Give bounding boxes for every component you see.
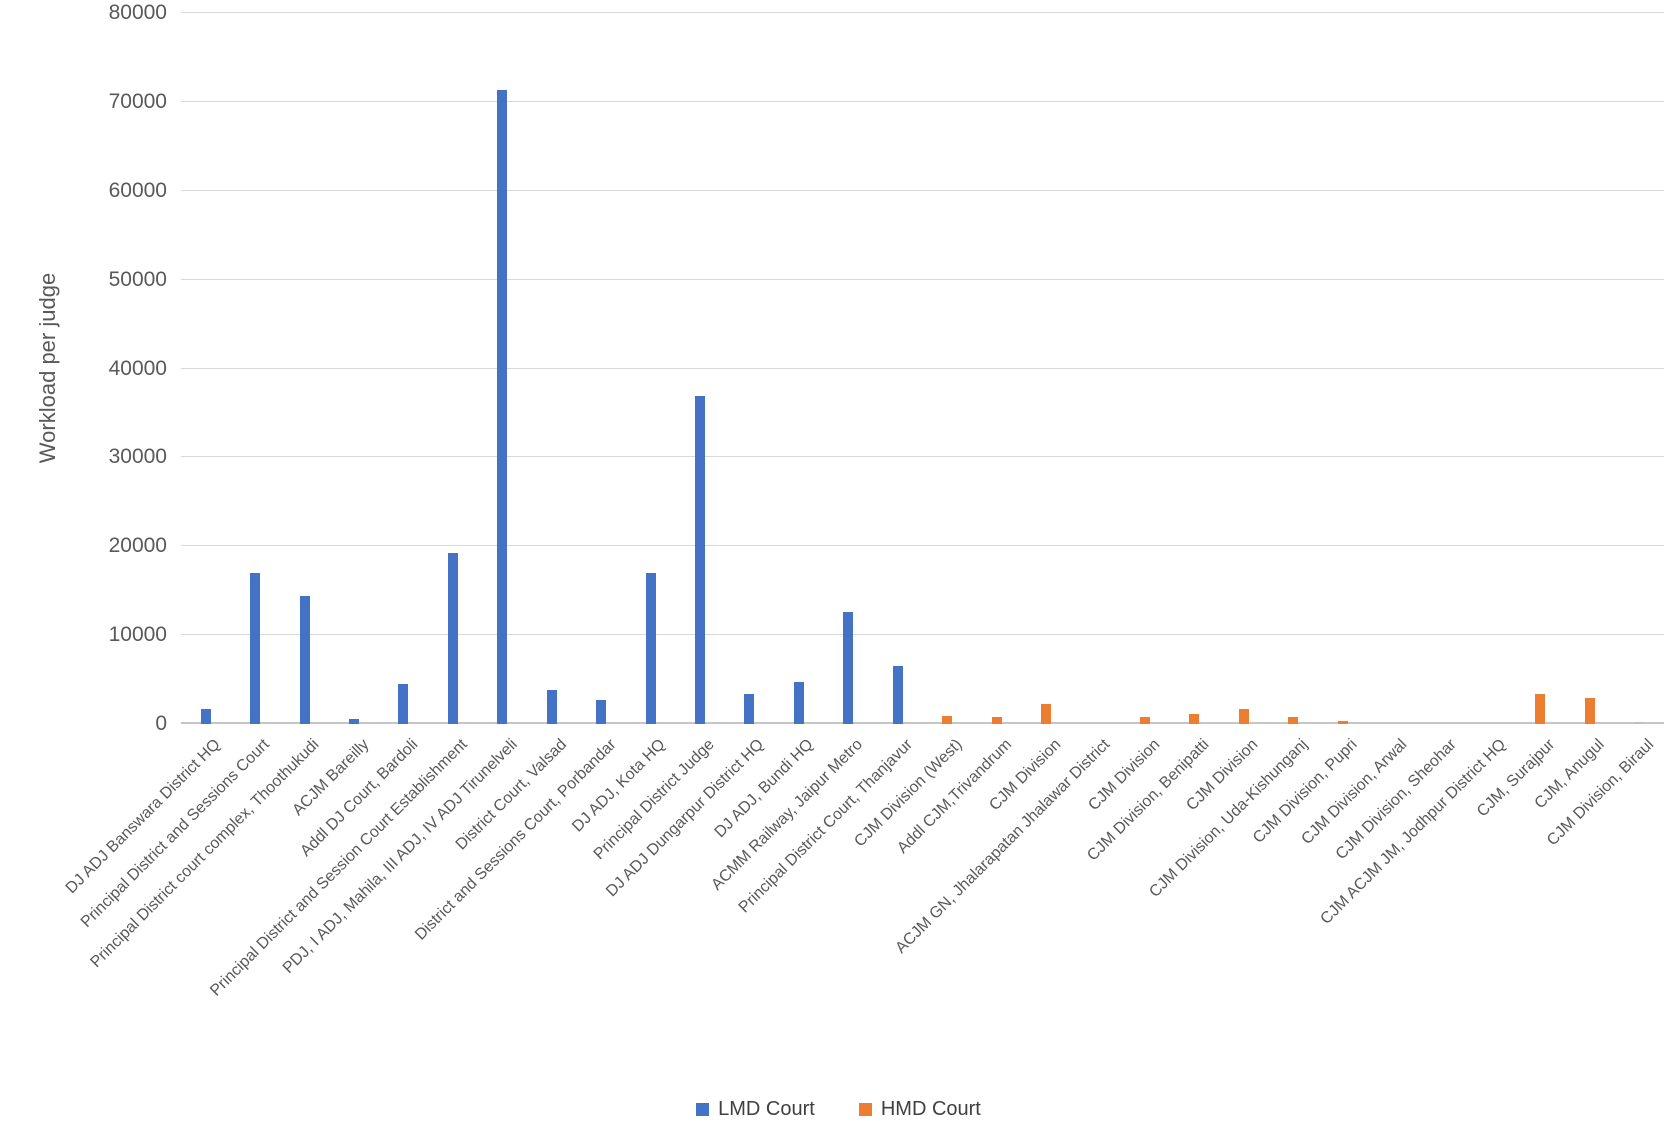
hmd-court-swatch-icon	[858, 1103, 872, 1116]
legend: LMD Court HMD Court	[0, 1098, 1677, 1121]
bar-lmd-1	[250, 572, 261, 724]
bar-lmd-12	[793, 682, 804, 724]
bar-lmd-6	[497, 90, 508, 724]
bar-lmd-8	[596, 700, 607, 724]
y-tick-label-20000: 20000	[108, 534, 167, 558]
y-tick-label-50000: 50000	[108, 267, 167, 291]
bar-hmd-28	[1584, 698, 1595, 724]
gridline-10000	[181, 634, 1664, 636]
y-tick-label-30000: 30000	[108, 445, 167, 469]
bar-lmd-3	[349, 719, 360, 724]
bar-hmd-15	[942, 716, 953, 724]
bar-lmd-9	[645, 572, 656, 724]
bar-lmd-13	[843, 612, 854, 724]
y-tick-label-40000: 40000	[108, 356, 167, 380]
legend-item-lmd-court: LMD Court	[696, 1098, 815, 1121]
y-tick-label-70000: 70000	[108, 89, 167, 113]
gridline-50000	[181, 278, 1664, 280]
x-label-26: CJM ACJM JM, Jodhpur District HQ	[1317, 736, 1510, 928]
y-tick-label-60000: 60000	[108, 178, 167, 202]
gridline-80000	[181, 12, 1664, 13]
bar-lmd-7	[546, 690, 557, 724]
bar-lmd-10	[695, 396, 706, 724]
bar-lmd-0	[200, 708, 211, 724]
y-tick-label-10000: 10000	[108, 623, 167, 647]
gridline-30000	[181, 456, 1664, 458]
bar-hmd-23	[1337, 720, 1348, 724]
x-label-1: Principal District and Sessions Court	[78, 736, 274, 931]
bar-hmd-19	[1139, 717, 1150, 724]
bar-hmd-17	[1041, 704, 1052, 724]
gridline-20000	[181, 545, 1664, 547]
legend-item-hmd-court: HMD Court	[858, 1098, 981, 1121]
bar-hmd-20	[1189, 714, 1200, 724]
bar-hmd-21	[1238, 708, 1249, 724]
bar-lmd-5	[447, 553, 458, 724]
bar-hmd-27	[1535, 693, 1546, 724]
gridline-70000	[181, 100, 1664, 102]
bar-lmd-14	[892, 666, 903, 724]
bar-lmd-4	[398, 684, 409, 724]
bar-hmd-22	[1288, 716, 1299, 724]
y-tick-label-80000: 80000	[108, 1, 167, 24]
y-tick-label-0: 0	[155, 712, 167, 735]
bar-lmd-11	[744, 693, 755, 724]
lmd-court-swatch-icon	[696, 1103, 710, 1116]
bar-hmd-29	[1634, 721, 1645, 724]
bar-hmd-16	[991, 716, 1002, 724]
gridline-40000	[181, 367, 1664, 369]
bar-lmd-2	[299, 596, 310, 724]
x-axis-line	[181, 722, 1664, 724]
gridline-60000	[181, 189, 1664, 191]
y-axis-title: Workload per judge	[35, 272, 60, 464]
x-label-2: Principal District court complex, Thooth…	[87, 736, 323, 972]
plot-area	[181, 12, 1664, 724]
legend-label-hmd-court: HMD Court	[880, 1098, 981, 1120]
legend-label-lmd-court: LMD Court	[718, 1098, 815, 1120]
